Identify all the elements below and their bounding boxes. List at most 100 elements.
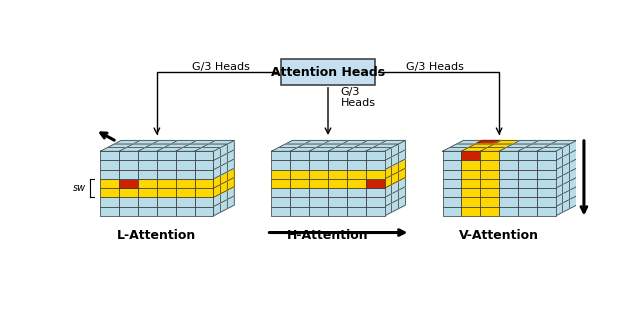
Polygon shape [399,177,405,190]
Bar [518,206,537,216]
Bar [100,151,119,161]
Bar [138,188,157,197]
Bar [119,206,138,216]
Bar [271,151,291,161]
Bar [480,188,499,197]
Polygon shape [570,196,577,209]
Bar [309,197,328,206]
Bar [443,179,461,188]
Bar [443,197,461,206]
Polygon shape [513,141,539,144]
Polygon shape [328,148,354,151]
Polygon shape [570,150,577,163]
Bar [461,206,480,216]
Polygon shape [227,186,234,199]
Bar [271,188,291,197]
Polygon shape [556,166,563,179]
Bar [518,188,537,197]
Bar [365,206,385,216]
Bar [291,206,309,216]
Polygon shape [347,148,372,151]
Text: V-Attention: V-Attention [459,229,539,242]
Bar [461,151,480,161]
Polygon shape [271,148,297,151]
Bar [100,179,119,188]
Bar [309,179,328,188]
Polygon shape [213,175,220,188]
Polygon shape [570,159,577,172]
Polygon shape [544,144,570,148]
Text: G/3 Heads: G/3 Heads [406,62,463,72]
Bar [157,170,176,179]
Bar [499,206,518,216]
Bar [443,206,461,216]
Polygon shape [213,203,220,216]
Polygon shape [227,196,234,209]
Polygon shape [556,184,563,197]
Polygon shape [456,141,483,144]
Bar [365,170,385,179]
Bar [119,151,138,161]
Polygon shape [220,172,227,184]
Polygon shape [392,190,399,203]
Polygon shape [399,150,405,163]
Polygon shape [342,141,368,144]
Polygon shape [380,141,405,144]
Polygon shape [291,148,316,151]
Polygon shape [480,148,506,151]
Polygon shape [556,157,563,170]
Bar [176,151,195,161]
Bar [461,170,480,179]
Bar [309,161,328,170]
Bar [480,161,499,170]
Polygon shape [570,186,577,199]
Polygon shape [213,184,220,197]
Polygon shape [537,148,563,151]
Polygon shape [133,141,159,144]
Bar [100,206,119,216]
Bar [291,161,309,170]
Polygon shape [449,144,476,148]
Polygon shape [468,144,494,148]
Polygon shape [213,157,220,170]
Bar [480,197,499,206]
Polygon shape [100,148,126,151]
Bar [518,151,537,161]
Bar [138,179,157,188]
Polygon shape [227,141,234,153]
Bar [291,151,309,161]
Bar [157,151,176,161]
Bar [328,179,347,188]
Polygon shape [399,186,405,199]
Polygon shape [220,144,227,157]
Polygon shape [227,168,234,181]
Polygon shape [220,163,227,175]
Bar [537,170,556,179]
Bar [138,161,157,170]
Bar [537,161,556,170]
Polygon shape [563,199,570,212]
Bar [537,188,556,197]
Polygon shape [506,144,532,148]
Bar [119,188,138,197]
Polygon shape [385,203,392,216]
Polygon shape [399,168,405,181]
Bar [195,197,213,206]
Polygon shape [278,144,304,148]
Bar [461,179,480,188]
Polygon shape [126,144,152,148]
Bar [365,161,385,170]
Polygon shape [487,144,513,148]
Bar [138,197,157,206]
Bar [157,206,176,216]
Polygon shape [443,148,468,151]
Bar [176,170,195,179]
Polygon shape [227,150,234,163]
Text: Attention Heads: Attention Heads [271,66,385,79]
Bar [328,188,347,197]
Polygon shape [285,141,311,144]
Polygon shape [499,148,525,151]
Polygon shape [385,148,392,161]
Bar [176,188,195,197]
Polygon shape [392,181,399,194]
